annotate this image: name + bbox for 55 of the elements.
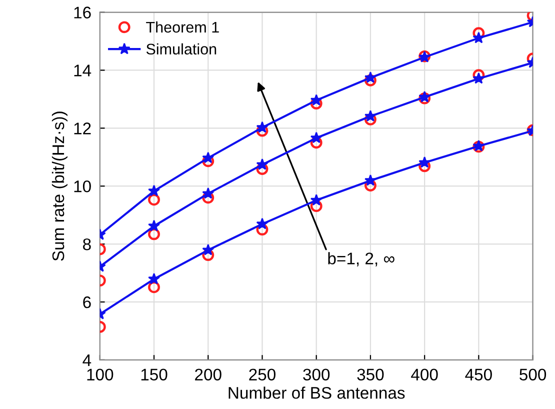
point [202, 187, 214, 199]
point [256, 121, 268, 133]
point [364, 71, 376, 83]
point [202, 155, 214, 168]
point [472, 32, 485, 44]
point [364, 113, 376, 126]
y-tick-label: 12 [74, 122, 91, 134]
point [364, 180, 376, 192]
legend-label: Theorem 1 [146, 21, 219, 33]
y-tick-label: 16 [74, 6, 91, 18]
point [418, 156, 431, 168]
y-tick-label: 6 [83, 296, 91, 308]
y-axis-title: Sum rate (bit/(Hz·s)) [52, 112, 68, 261]
x-tick-label: 200 [195, 368, 222, 380]
x-tick-label: 350 [357, 368, 384, 380]
y-tick-label: 10 [74, 180, 91, 192]
point [310, 194, 322, 206]
point [202, 152, 214, 164]
point [256, 158, 268, 170]
point [472, 72, 485, 84]
point [148, 272, 160, 284]
point [148, 281, 160, 294]
point [310, 132, 322, 144]
point [310, 94, 322, 106]
y-tick-label: 4 [82, 354, 92, 366]
x-tick-label: 150 [141, 368, 168, 380]
point [310, 98, 322, 110]
x-tick-label: 450 [465, 368, 492, 380]
point [148, 220, 160, 232]
point [364, 74, 376, 86]
legend-label: Simulation [146, 43, 216, 55]
point [148, 184, 160, 196]
y-tick-label: 8 [83, 238, 91, 250]
point [256, 218, 268, 230]
point [418, 160, 431, 172]
point [310, 200, 322, 212]
x-axis-title: Number of BS antennas [228, 386, 405, 399]
x-tick-label: 400 [411, 368, 438, 380]
x-tick-label: 100 [87, 368, 114, 380]
x-tick-label: 250 [249, 368, 276, 380]
x-tick-label: 500 [520, 368, 546, 380]
point [202, 249, 214, 262]
point [364, 110, 376, 122]
point [364, 174, 376, 186]
point [256, 224, 268, 236]
point [256, 124, 268, 137]
point [310, 136, 322, 149]
y-tick-label: 14 [74, 64, 92, 76]
point [148, 194, 160, 206]
annotation: b=1, 2, ∞ [328, 252, 394, 266]
point [202, 244, 214, 256]
point [148, 228, 160, 240]
point [256, 163, 268, 175]
point [472, 69, 485, 82]
x-tick-label: 300 [303, 368, 330, 380]
